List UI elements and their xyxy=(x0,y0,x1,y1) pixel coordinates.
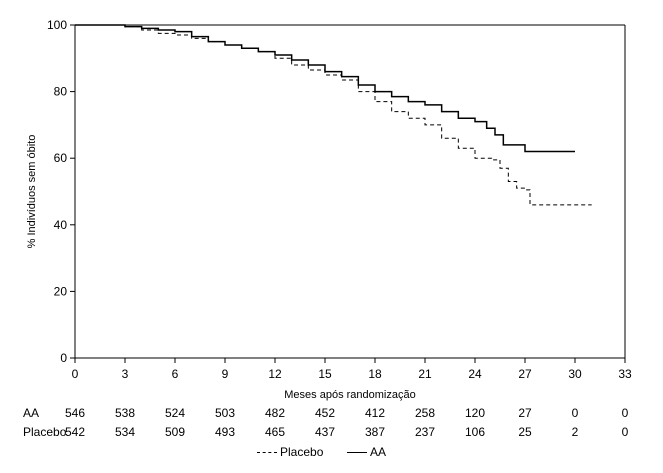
risk-value: 25 xyxy=(518,425,532,439)
risk-value: 27 xyxy=(518,406,532,420)
risk-value: 120 xyxy=(464,406,486,420)
legend-item-aa: AA xyxy=(347,445,386,459)
risk-value: 0 xyxy=(571,406,579,420)
x-tick-label: 27 xyxy=(518,367,532,381)
risk-value: 258 xyxy=(414,406,436,420)
y-tick-label: 100 xyxy=(47,18,67,32)
x-tick-label: 9 xyxy=(222,367,229,381)
risk-value: 0 xyxy=(621,406,629,420)
risk-value: 503 xyxy=(214,406,236,420)
legend-label: Placebo xyxy=(280,445,324,459)
y-axis-label: % Indivíduos sem óbito xyxy=(26,135,38,249)
y-tick-label: 60 xyxy=(54,151,68,165)
x-tick-label: 30 xyxy=(568,367,582,381)
legend-label: AA xyxy=(370,445,387,459)
legend-swatch-dashed xyxy=(257,451,277,453)
axes: 0 20 40 60 80 100 0 3 6 9 12 15 18 21 24 27 30 33 Meses ap… xyxy=(26,18,632,401)
legend: Placebo AA xyxy=(0,445,663,465)
x-tick-label: 6 xyxy=(172,367,179,381)
risk-value: 437 xyxy=(314,425,336,439)
risk-value: 412 xyxy=(364,406,386,420)
risk-value: 546 xyxy=(64,406,86,420)
x-tick-label: 3 xyxy=(122,367,129,381)
risk-value: 237 xyxy=(414,425,436,439)
plot-area xyxy=(75,24,592,206)
risk-value: 542 xyxy=(64,425,86,439)
risk-row-label: Placebo xyxy=(23,425,67,439)
risk-value: 509 xyxy=(164,425,186,439)
series-line-placebo xyxy=(75,24,592,206)
risk-value: 465 xyxy=(264,425,286,439)
risk-value: 452 xyxy=(314,406,336,420)
x-tick-label: 18 xyxy=(368,367,382,381)
x-tick-label: 15 xyxy=(318,367,332,381)
y-tick-label: 40 xyxy=(54,218,68,232)
x-tick-label: 24 xyxy=(468,367,482,381)
x-axis-label: Meses após randomização xyxy=(284,389,415,401)
risk-value: 106 xyxy=(464,425,486,439)
y-tick-label: 0 xyxy=(60,351,67,365)
risk-value: 0 xyxy=(621,425,629,439)
risk-row-aa: AA 546 538 524 503 482 452 412 258 120 27 0 0 xyxy=(0,406,663,422)
series-line-aa xyxy=(75,24,575,153)
y-tick-label: 20 xyxy=(54,284,68,298)
risk-value: 2 xyxy=(571,425,579,439)
legend-swatch-solid xyxy=(347,451,367,453)
x-tick-label: 0 xyxy=(72,367,79,381)
legend-item-placebo: Placebo xyxy=(257,445,323,459)
x-tick-label: 12 xyxy=(268,367,282,381)
x-tick-label: 21 xyxy=(418,367,432,381)
risk-value: 534 xyxy=(114,425,136,439)
x-tick-label: 33 xyxy=(618,367,632,381)
risk-value: 538 xyxy=(114,406,136,420)
risk-value: 387 xyxy=(364,425,386,439)
risk-row-label: AA xyxy=(23,406,40,420)
y-tick-label: 80 xyxy=(54,85,68,99)
risk-value: 482 xyxy=(264,406,286,420)
risk-row-placebo: Placebo 542 534 509 493 465 437 387 237 106 25 2 0 xyxy=(0,425,663,441)
survival-chart: 0 20 40 60 80 100 0 3 6 9 12 15 18 21 24 27 30 33 Meses ap… xyxy=(26,18,632,401)
risk-value: 524 xyxy=(164,406,186,420)
risk-value: 493 xyxy=(214,425,236,439)
